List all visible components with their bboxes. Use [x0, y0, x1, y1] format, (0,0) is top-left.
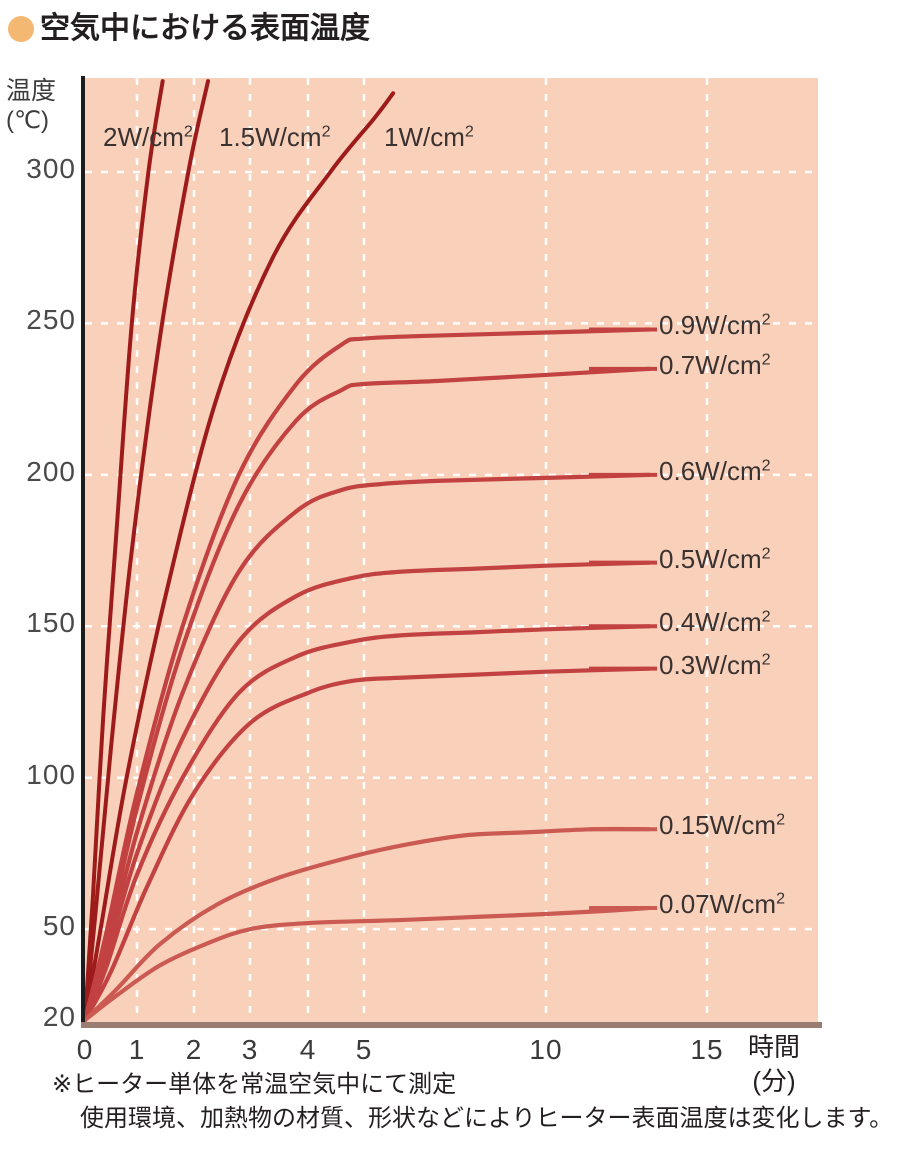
series-label: 0.07W/cm2 [659, 889, 785, 920]
curve-lines [85, 79, 652, 1022]
series-curve [85, 79, 210, 1022]
series-label-exponent: 2 [761, 310, 771, 329]
series-label-text: 0.3W/cm [659, 649, 762, 680]
y-axis-caption: 温度 (℃) [6, 76, 56, 136]
series-curve [85, 624, 652, 1022]
x-axis-line [81, 1022, 822, 1028]
series-label-exponent: 2 [183, 122, 193, 141]
series-label: 0.15W/cm2 [659, 810, 785, 841]
chart-plot-area [81, 76, 822, 1028]
series-curve [85, 560, 652, 1022]
series-label: 1W/cm2 [384, 122, 474, 153]
y-axis-line [81, 76, 85, 1024]
x-axis-caption-unit: (分) [752, 1066, 796, 1096]
x-tick-label: 5 [355, 1034, 373, 1065]
label-leader-lines [589, 327, 658, 910]
series-label-text: 0.07W/cm [659, 888, 777, 919]
series-label-text: 0.7W/cm [659, 349, 762, 380]
series-label-text: 1.5W/cm [219, 122, 322, 152]
bullet-icon [8, 16, 34, 42]
y-tick-label: 50 [42, 910, 76, 942]
x-tick-label: 2 [185, 1034, 203, 1065]
x-axis-caption-line1: 時間 [748, 1032, 801, 1062]
y-tick-label: 300 [26, 153, 76, 184]
series-curve [85, 666, 652, 1022]
series-label-text: 1W/cm [384, 122, 465, 152]
series-label: 0.7W/cm2 [659, 350, 771, 381]
series-curve [85, 91, 396, 1022]
series-label: 0.5W/cm2 [659, 544, 771, 575]
y-tick-label: 250 [26, 304, 76, 336]
series-curve [85, 905, 652, 1022]
series-label-text: 0.9W/cm [659, 310, 762, 341]
series-label: 2W/cm2 [103, 122, 193, 153]
y-tick-label: 150 [26, 607, 76, 639]
x-tick-label: 3 [241, 1034, 259, 1065]
x-tick-label: 1 [128, 1034, 146, 1065]
gridlines [85, 78, 818, 1022]
series-label-exponent: 2 [464, 122, 474, 141]
series-label-exponent: 2 [761, 456, 771, 475]
series-label-exponent: 2 [761, 607, 771, 626]
series-label-text: 0.6W/cm [659, 455, 762, 486]
series-curve [85, 472, 652, 1022]
series-label: 0.3W/cm2 [659, 650, 771, 681]
x-tick-label: 15 [690, 1034, 724, 1065]
series-curve [85, 826, 652, 1022]
x-axis-caption: 時間 (分) [748, 1030, 800, 1098]
y-axis-caption-unit: (℃) [6, 107, 49, 134]
x-tick-label: 0 [76, 1034, 94, 1065]
footnote-block: ※ヒーター単体を常温空気中にて測定 使用環境、加熱物の材質、形状などによりヒータ… [52, 1068, 893, 1136]
x-tick-label: 4 [299, 1034, 317, 1065]
series-label-exponent: 2 [776, 889, 786, 908]
series-label: 0.6W/cm2 [659, 456, 771, 487]
series-label-exponent: 2 [761, 650, 771, 669]
y-tick-label: 200 [26, 455, 76, 487]
series-label-text: 0.4W/cm [659, 607, 762, 638]
series-label: 0.9W/cm2 [659, 310, 771, 341]
series-label-exponent: 2 [776, 810, 786, 829]
series-label-text: 2W/cm [103, 122, 184, 152]
series-label-text: 0.5W/cm [659, 543, 762, 574]
series-curve [85, 366, 652, 1022]
series-label-text: 0.15W/cm [659, 810, 777, 841]
y-tick-label: 100 [26, 758, 76, 790]
series-label-exponent: 2 [761, 350, 771, 369]
y-axis-caption-line1: 温度 [6, 77, 57, 105]
series-label: 1.5W/cm2 [219, 122, 331, 153]
series-label-exponent: 2 [321, 122, 331, 141]
page-title: 空気中における表面温度 [8, 14, 370, 44]
chart-canvas [85, 78, 818, 1022]
series-label-exponent: 2 [761, 544, 771, 563]
series-label: 0.4W/cm2 [659, 607, 771, 638]
series-curve [85, 79, 165, 1022]
x-tick-label: 10 [529, 1034, 563, 1065]
footnote-line-1: ※ヒーター単体を常温空気中にて測定 [52, 1071, 457, 1098]
footnote-line-2: 使用環境、加熱物の材質、形状などによりヒーター表面温度は変化します。 [80, 1105, 894, 1132]
y-tick-label: 20 [42, 1001, 76, 1032]
series-curve [85, 327, 652, 1022]
title-label: 空気中における表面温度 [40, 12, 370, 45]
